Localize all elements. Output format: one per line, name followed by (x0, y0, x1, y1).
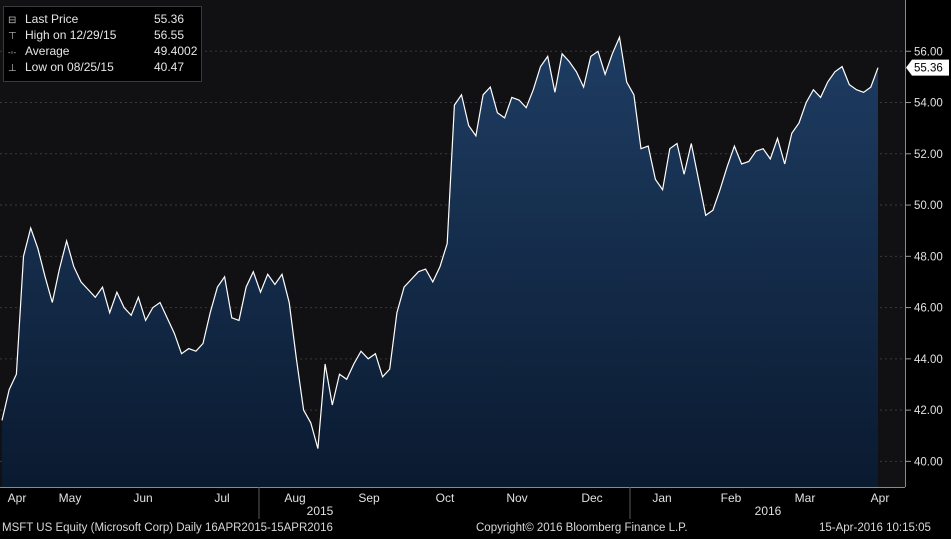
price-line (1, 35, 879, 449)
legend-row-low: ⊥ Low on 08/25/15 40.47 (8, 59, 198, 75)
timestamp: 15-Apr-2016 10:15:05 (819, 522, 931, 534)
y-tick-label: 50.00 (914, 200, 943, 212)
x-tick-label: Aug (284, 491, 305, 505)
x-tick-label: Jul (214, 491, 229, 505)
last-price-tag-text: 55.36 (914, 63, 943, 75)
legend-row-high: ⊤ High on 12/29/15 56.55 (8, 27, 198, 43)
legend-value: 49.4002 (154, 44, 198, 58)
x-tick-label: Apr (8, 491, 27, 505)
price-chart: 40.00 42.00 44.00 46.00 48.00 50.00 52.00 54.00… (0, 0, 949, 519)
legend-label: High on 12/29/15 (25, 28, 117, 42)
security-description: MSFT US Equity (Microsoft Corp) Daily 16… (2, 522, 333, 534)
x-tick-label: Jun (133, 491, 152, 505)
y-tick-label: 42.00 (914, 405, 943, 417)
low-marker-icon: ⊥ (8, 63, 17, 74)
legend-label: Last Price (25, 12, 79, 26)
x-axis-ticks: Apr May Jun Jul Aug Sep Oct Nov Dec Jan Feb Mar Apr 2… (8, 487, 890, 519)
y-tick-label: 54.00 (914, 98, 943, 110)
y-tick-label: 52.00 (914, 149, 943, 161)
year-label: 2016 (755, 504, 782, 518)
legend-row-last-price: ⊟ Last Price 55.36 (8, 11, 198, 27)
y-tick-label: 40.00 (914, 456, 943, 468)
copyright-text: Copyright© 2016 Bloomberg Finance L.P. (476, 522, 688, 534)
average-marker-icon: -◦- (8, 48, 17, 57)
x-tick-label: Mar (795, 491, 816, 505)
x-tick-label: Nov (506, 491, 527, 505)
y-tick-label: 46.00 (914, 303, 943, 315)
high-marker-icon: ⊤ (8, 31, 17, 42)
y-tick-label: 48.00 (914, 251, 943, 263)
x-tick-label: Dec (581, 491, 602, 505)
x-tick-label: Apr (871, 491, 890, 505)
x-tick-label: Feb (721, 491, 742, 505)
legend-box: ⊟ Last Price 55.36 ⊤ High on 12/29/15 56… (3, 6, 202, 82)
legend-value: 55.36 (154, 12, 185, 26)
y-tick-label: 56.00 (914, 46, 943, 58)
last-price-tag: 55.36 (906, 59, 949, 76)
footer-bar: MSFT US Equity (Microsoft Corp) Daily 16… (0, 519, 951, 539)
year-label: 2015 (307, 504, 334, 518)
x-tick-label: Jan (652, 491, 671, 505)
price-area (2, 37, 878, 487)
legend-value: 56.55 (154, 28, 185, 42)
legend-row-average: -◦- Average 49.4002 (8, 43, 198, 59)
x-tick-label: Oct (436, 491, 455, 505)
legend-value: 40.47 (154, 60, 185, 74)
y-axis-ticks: 40.00 42.00 44.00 46.00 48.00 50.00 52.00 54.00… (905, 46, 943, 468)
legend-label: Low on 08/25/15 (25, 60, 114, 74)
x-tick-label: May (59, 491, 82, 505)
x-tick-label: Sep (358, 491, 380, 505)
collapse-icon[interactable]: ⊟ (8, 15, 17, 26)
legend-label: Average (25, 44, 70, 58)
y-tick-label: 44.00 (914, 354, 943, 366)
